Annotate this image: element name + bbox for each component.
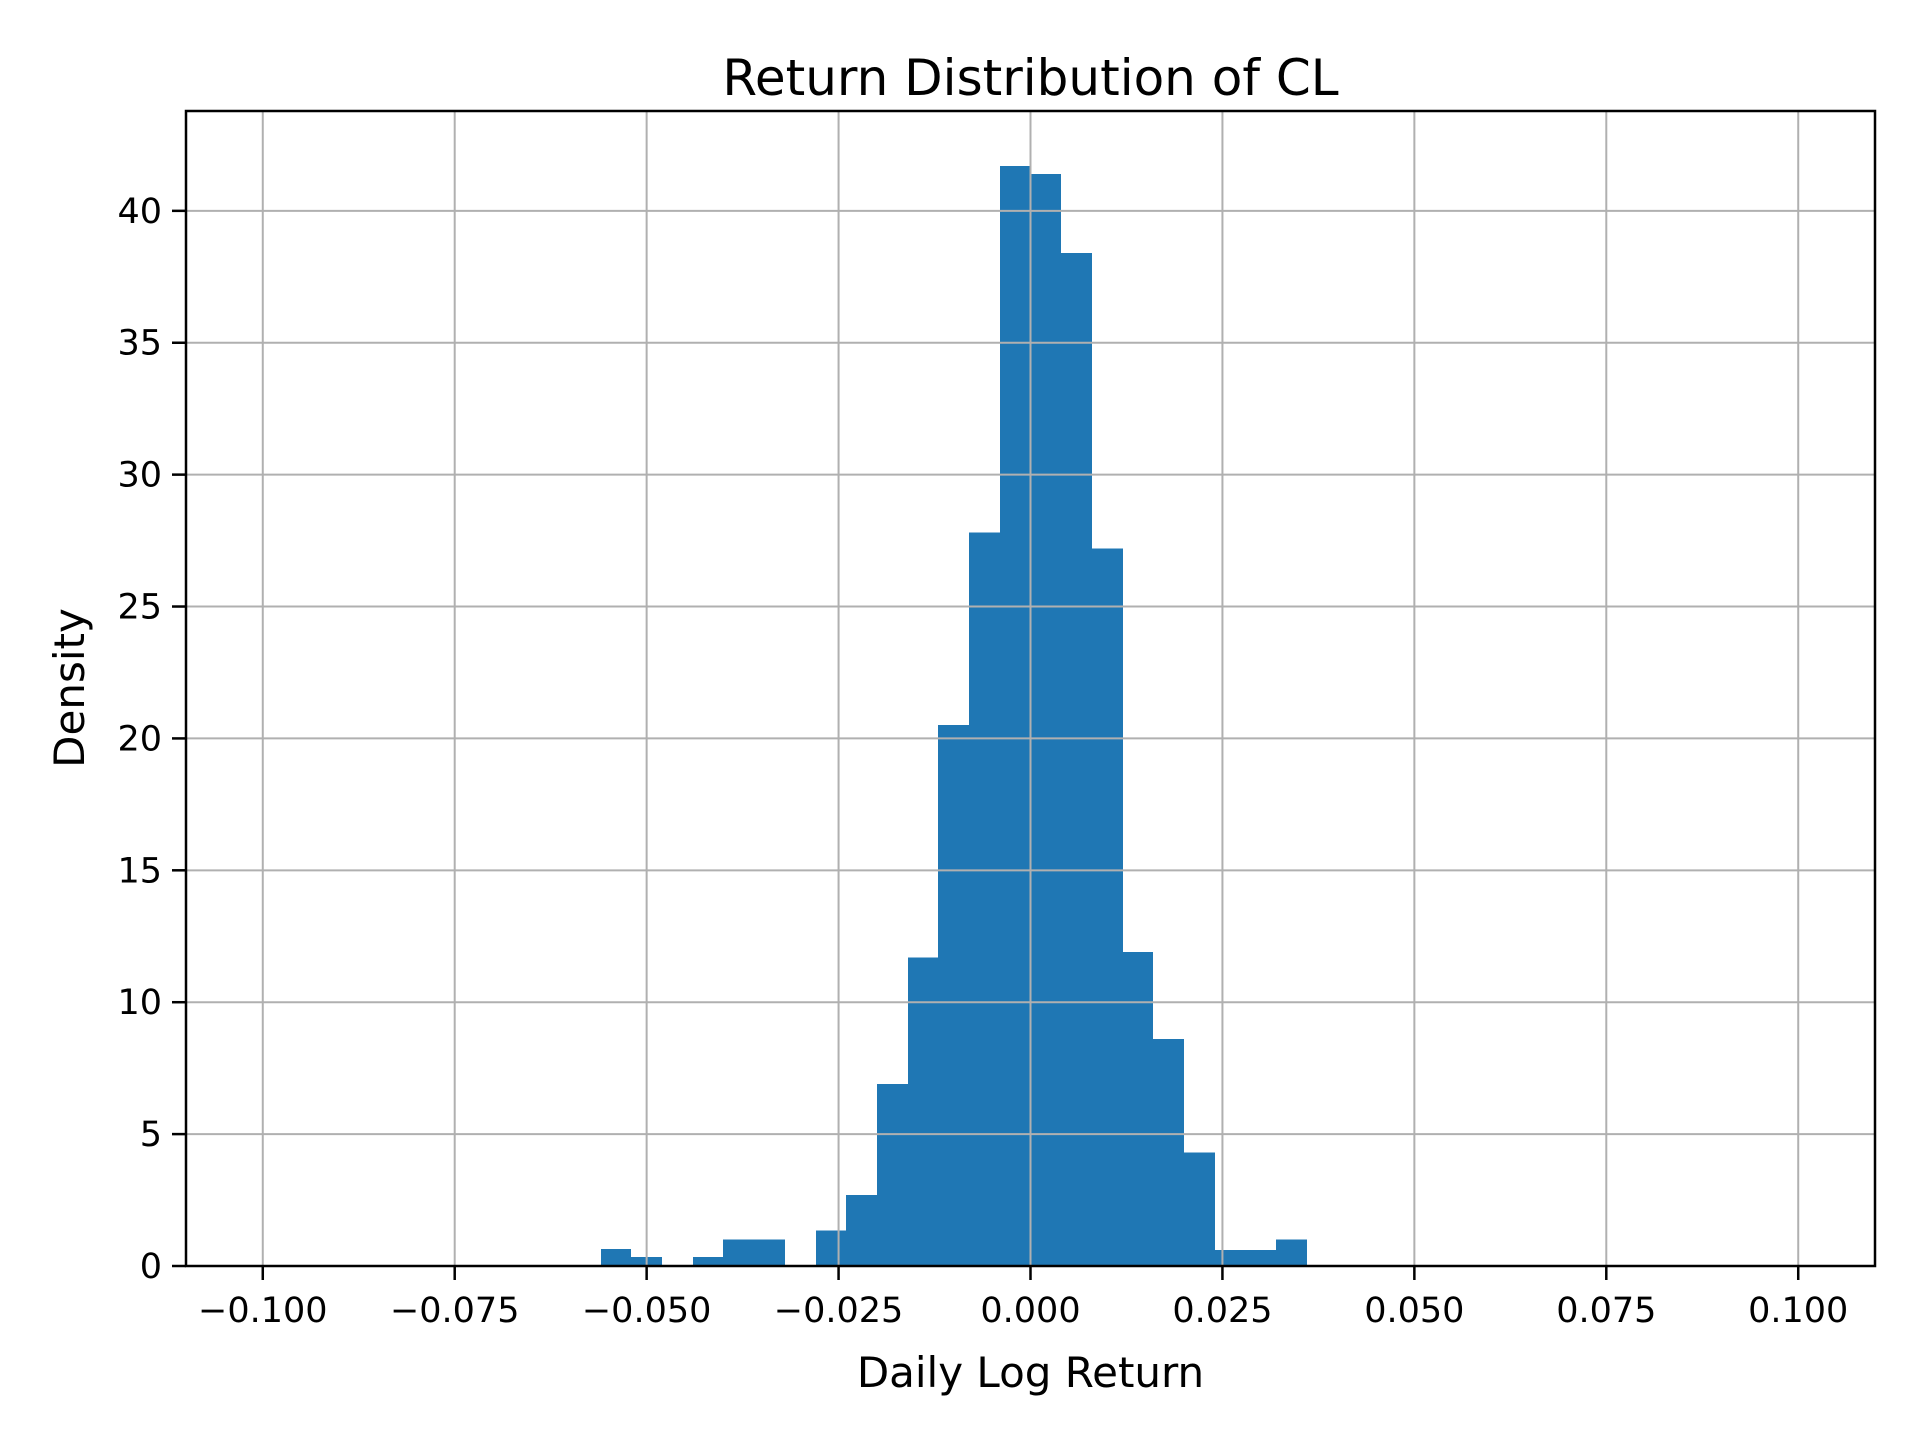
- histogram-bar: [1031, 173, 1061, 1266]
- x-tick-label: −0.025: [774, 1291, 904, 1331]
- x-tick-label: 0.100: [1748, 1291, 1848, 1331]
- histogram-bar: [693, 1256, 723, 1266]
- y-tick-label: 15: [117, 851, 162, 891]
- histogram-bar: [1092, 548, 1123, 1266]
- histogram-bar: [1276, 1239, 1307, 1266]
- histogram-bar: [1061, 253, 1092, 1266]
- y-tick-label: 10: [117, 983, 162, 1023]
- y-tick-label: 30: [117, 456, 162, 496]
- histogram-bar: [846, 1194, 877, 1266]
- histogram-bar: [723, 1239, 754, 1266]
- histogram-bar: [816, 1230, 846, 1266]
- histogram-bar: [908, 957, 938, 1266]
- histogram-bar: [1123, 952, 1153, 1266]
- histogram-bar: [1000, 166, 1031, 1266]
- x-tick-label: 0.000: [980, 1291, 1080, 1331]
- histogram-bar: [938, 725, 969, 1266]
- x-tick-label: 0.050: [1364, 1291, 1464, 1331]
- histogram-bar: [877, 1083, 908, 1266]
- y-tick-label: 40: [117, 192, 162, 232]
- y-tick-label: 5: [140, 1115, 162, 1155]
- x-tick-label: −0.075: [390, 1291, 520, 1331]
- histogram-bar: [1184, 1152, 1215, 1266]
- y-tick-label: 25: [117, 588, 162, 628]
- y-tick-label: 35: [117, 324, 162, 364]
- x-tick-label: −0.050: [582, 1291, 712, 1331]
- histogram-bar: [969, 532, 1000, 1266]
- x-tick-label: 0.075: [1556, 1291, 1656, 1331]
- y-tick-label: 20: [117, 719, 162, 759]
- histogram-bar: [1215, 1250, 1245, 1266]
- chart-title: Return Distribution of CL: [722, 49, 1339, 107]
- y-tick-label: 0: [140, 1247, 162, 1287]
- x-axis-label: Daily Log Return: [856, 1348, 1205, 1397]
- histogram-bar: [1153, 1039, 1184, 1266]
- x-tick-label: 0.025: [1172, 1291, 1272, 1331]
- x-tick-label: −0.100: [198, 1291, 328, 1331]
- histogram-bar: [601, 1248, 631, 1266]
- histogram-bar: [1245, 1250, 1276, 1266]
- histogram-bar: [754, 1239, 785, 1266]
